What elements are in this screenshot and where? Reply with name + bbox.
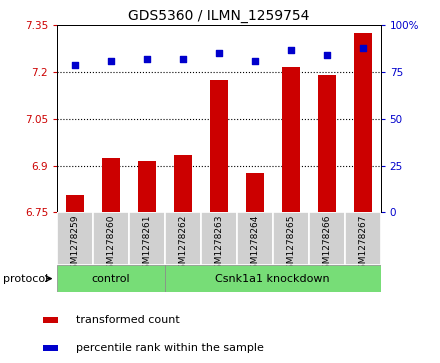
Bar	[210, 80, 228, 212]
Text: GSM1278260: GSM1278260	[106, 215, 116, 276]
Bar	[354, 33, 372, 212]
Point	[72, 62, 79, 68]
Bar	[318, 75, 336, 212]
Bar	[165, 212, 201, 265]
Text: GSM1278266: GSM1278266	[322, 215, 331, 276]
Bar	[282, 68, 300, 212]
Title: GDS5360 / ILMN_1259754: GDS5360 / ILMN_1259754	[128, 9, 310, 23]
Bar	[43, 318, 58, 323]
Point	[323, 52, 330, 58]
Point	[216, 50, 223, 56]
Bar	[201, 212, 237, 265]
Bar	[345, 212, 381, 265]
Bar	[93, 212, 129, 265]
Point	[251, 58, 258, 64]
Text: protocol: protocol	[3, 274, 48, 284]
Bar	[43, 345, 58, 351]
Text: GSM1278265: GSM1278265	[286, 215, 295, 276]
Bar	[165, 265, 381, 292]
Text: GSM1278259: GSM1278259	[71, 215, 80, 276]
Bar	[102, 158, 120, 212]
Text: GSM1278267: GSM1278267	[358, 215, 367, 276]
Text: control: control	[92, 274, 130, 284]
Text: transformed count: transformed count	[77, 315, 180, 325]
Bar	[174, 155, 192, 212]
Point	[359, 45, 366, 51]
Text: GSM1278261: GSM1278261	[143, 215, 151, 276]
Bar	[66, 195, 84, 212]
Point	[143, 56, 150, 62]
Bar	[273, 212, 309, 265]
Text: GSM1278263: GSM1278263	[214, 215, 224, 276]
Point	[287, 47, 294, 53]
Bar	[309, 212, 345, 265]
Text: Csnk1a1 knockdown: Csnk1a1 knockdown	[216, 274, 330, 284]
Bar	[138, 161, 156, 212]
Bar	[57, 212, 93, 265]
Text: GSM1278264: GSM1278264	[250, 215, 259, 276]
Bar	[57, 265, 165, 292]
Bar	[237, 212, 273, 265]
Bar	[129, 212, 165, 265]
Point	[180, 56, 187, 62]
Bar	[246, 174, 264, 212]
Text: percentile rank within the sample: percentile rank within the sample	[77, 343, 264, 353]
Point	[108, 58, 115, 64]
Text: GSM1278262: GSM1278262	[179, 215, 187, 276]
